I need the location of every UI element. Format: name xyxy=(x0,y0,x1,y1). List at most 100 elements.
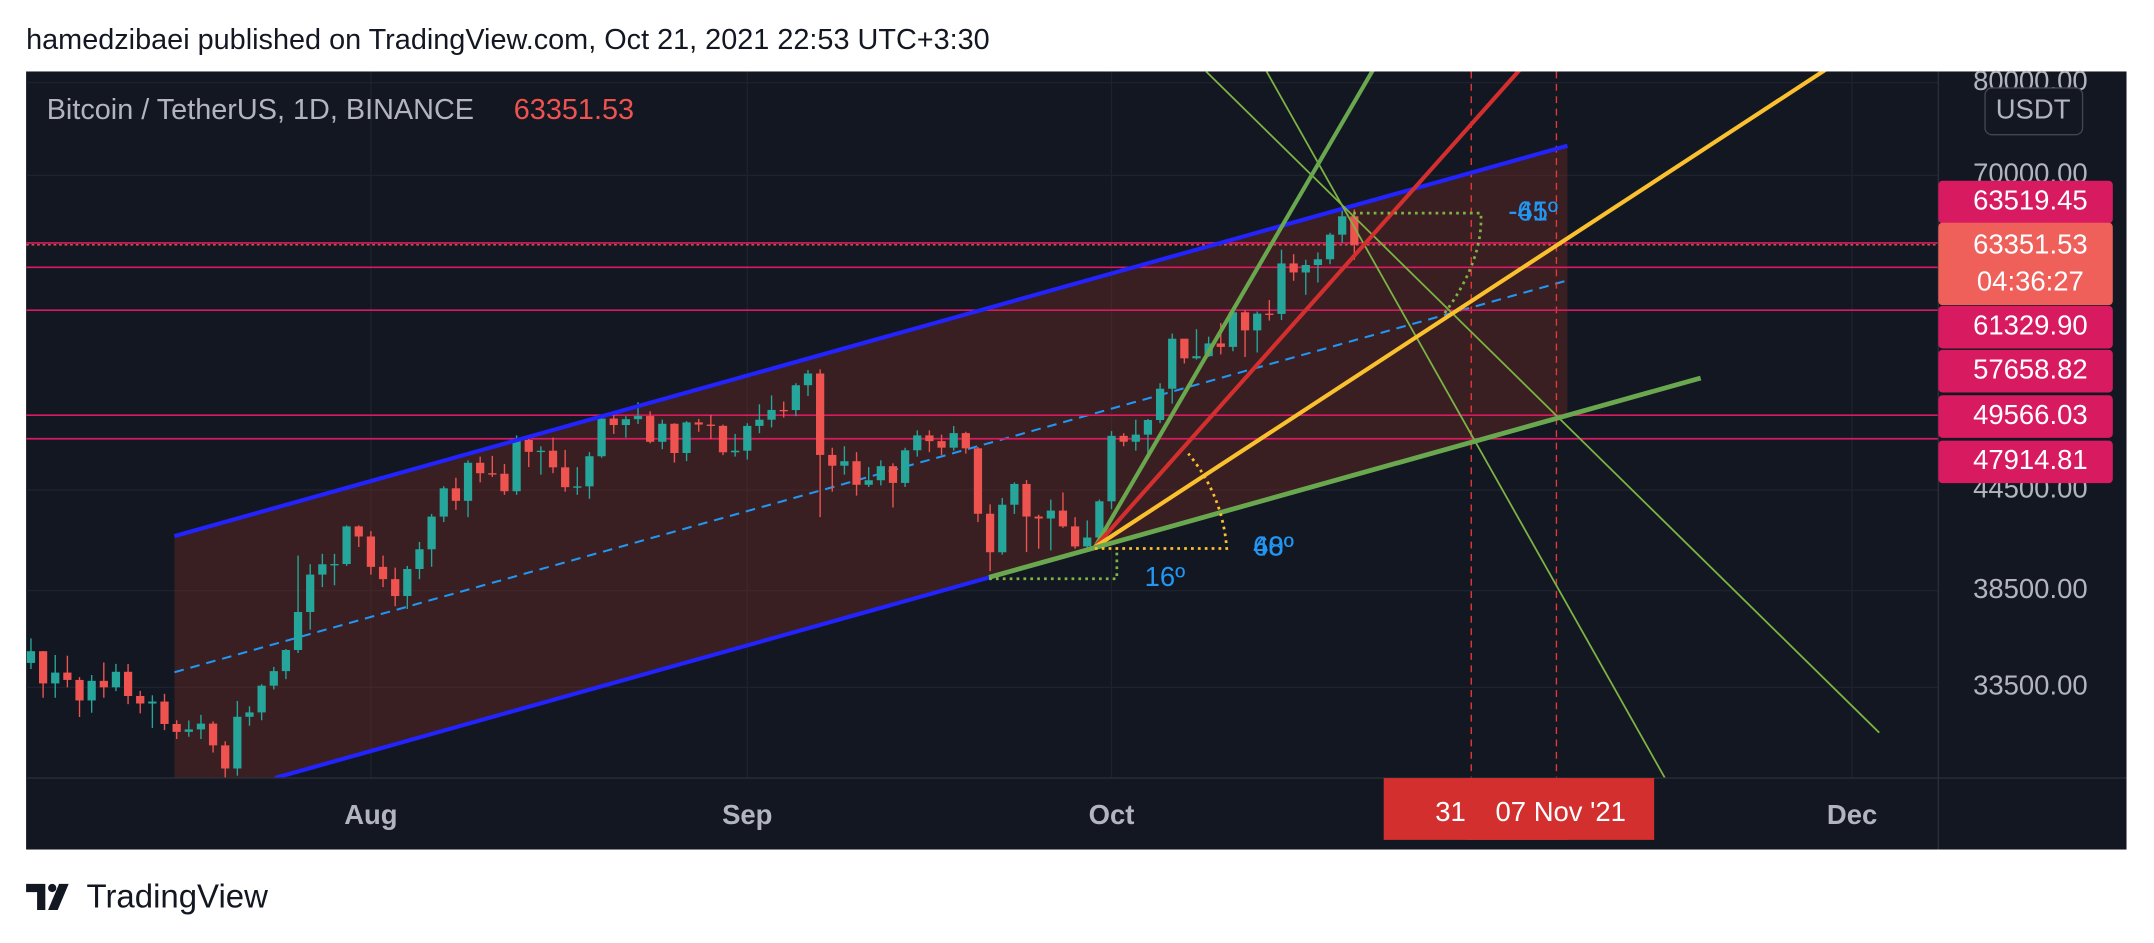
candle-body xyxy=(330,564,339,566)
drawings xyxy=(174,71,1568,779)
y-tick-label: 38500.00 xyxy=(1973,573,2088,604)
angle-label: -45º xyxy=(1508,195,1558,226)
candle-body xyxy=(257,685,266,713)
candle-body xyxy=(1168,338,1177,389)
candle-body xyxy=(973,448,983,514)
candle-body xyxy=(633,416,643,420)
x-tick-label: Oct xyxy=(1089,799,1135,830)
candle-body xyxy=(524,439,533,452)
x-tick-label: Aug xyxy=(344,799,397,830)
logo-icon xyxy=(26,883,69,911)
fan-line xyxy=(988,375,1702,580)
chart-background xyxy=(26,71,2127,850)
candle-body xyxy=(609,418,618,426)
channel-upper xyxy=(173,143,1568,539)
candle-body xyxy=(1240,312,1250,331)
price-level-label: 57658.82 xyxy=(1973,353,2088,384)
candle-body xyxy=(694,422,703,425)
candle-body xyxy=(961,433,970,449)
time-marker-box xyxy=(1467,778,1655,840)
candle-body xyxy=(439,488,448,517)
price-level-label: 63519.45 xyxy=(1973,184,2088,215)
candle-body xyxy=(451,488,461,501)
candle-body xyxy=(1119,435,1128,442)
price-level-box xyxy=(1938,440,2113,484)
legend-price: 63351.53 xyxy=(514,94,634,126)
fan-line xyxy=(1093,71,1522,549)
time-marker-label: 07 Nov '21 xyxy=(1496,796,1626,827)
channel-fill xyxy=(174,145,1568,779)
channel-midline xyxy=(174,279,1568,674)
candle-body xyxy=(864,480,873,485)
candle-body xyxy=(354,526,363,537)
candle-body xyxy=(682,422,691,453)
candle-body xyxy=(767,409,776,420)
candle-body xyxy=(512,439,521,492)
last-price-box xyxy=(1938,222,2113,306)
candle-body xyxy=(172,723,181,732)
candle-body xyxy=(87,680,96,701)
candle-body xyxy=(463,462,473,501)
candle-body xyxy=(573,486,582,488)
candle-body xyxy=(1313,259,1323,266)
candle-body xyxy=(123,671,133,696)
candle-body xyxy=(306,574,315,613)
candle-body xyxy=(233,716,242,769)
candle-body xyxy=(1143,420,1153,435)
candle-body xyxy=(658,423,667,442)
price-levels xyxy=(26,242,1939,440)
candle-body xyxy=(706,424,715,426)
candle-body xyxy=(755,419,764,426)
symbol-title: Bitcoin / TetherUS, 1D, BINANCE xyxy=(47,94,474,126)
candle-body xyxy=(208,723,218,746)
countdown: 04:36:27 xyxy=(1977,265,2084,296)
currency: USDT xyxy=(1996,94,2071,125)
candle-body xyxy=(852,461,861,485)
candle-body xyxy=(184,729,193,732)
price-level-box xyxy=(1938,180,2113,224)
angle-label: 60º xyxy=(1253,531,1294,562)
candle-body xyxy=(548,450,558,468)
candle-body xyxy=(51,672,60,684)
angle-guide xyxy=(1094,452,1229,550)
currency-badge[interactable] xyxy=(1984,87,2084,136)
candle-body xyxy=(828,454,837,466)
candle-body xyxy=(779,409,788,412)
candle-body xyxy=(1325,234,1335,260)
angle-guide xyxy=(1353,211,1483,317)
candle-body xyxy=(26,651,36,663)
candle-body xyxy=(1070,526,1080,547)
candle-body xyxy=(1022,483,1031,517)
candle-body xyxy=(900,450,910,483)
candle-body xyxy=(888,466,898,483)
candle-body xyxy=(221,745,230,769)
candle-body xyxy=(791,385,800,411)
candle-body xyxy=(318,564,327,575)
candle-body xyxy=(1277,263,1286,314)
candle-body xyxy=(621,419,630,426)
candle-body xyxy=(1155,388,1165,421)
candle-body xyxy=(925,435,934,442)
candle-body xyxy=(585,456,594,487)
candle-body xyxy=(597,418,606,457)
candle-body xyxy=(136,695,145,704)
candle-body xyxy=(476,462,485,474)
candle-body xyxy=(1107,435,1116,502)
candle-body xyxy=(281,650,291,672)
y-tick-label: 33500.00 xyxy=(1973,670,2088,701)
logo-dot xyxy=(48,883,57,893)
candle-body xyxy=(160,701,169,724)
candle-body xyxy=(743,425,752,451)
candle-body xyxy=(731,450,740,453)
candle-body xyxy=(998,504,1007,553)
candle-body xyxy=(269,671,278,686)
price-level-box xyxy=(1938,305,2113,349)
candle-body xyxy=(1083,537,1092,547)
candle-body xyxy=(1058,510,1068,527)
candle-body xyxy=(937,441,946,448)
candle-body xyxy=(111,671,121,688)
candle-body xyxy=(536,450,546,453)
